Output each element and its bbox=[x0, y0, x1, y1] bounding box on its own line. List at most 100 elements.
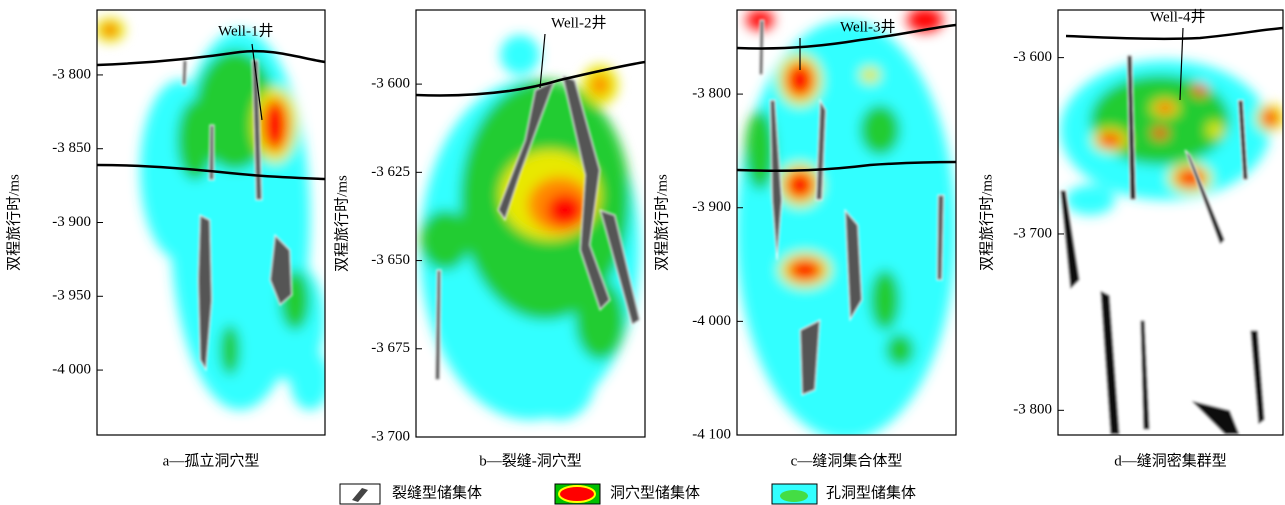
reservoir-blob bbox=[591, 75, 609, 95]
legend-label: 洞穴型储集体 bbox=[610, 484, 700, 501]
y-axis-label: 双程旅行时/ms bbox=[978, 174, 995, 271]
reservoir-blob bbox=[786, 63, 814, 97]
well-line bbox=[251, 43, 263, 121]
section-image bbox=[1058, 10, 1283, 435]
fracture bbox=[599, 209, 641, 326]
well-label: Well-2井 bbox=[551, 14, 606, 31]
fractures bbox=[758, 19, 945, 396]
reservoir-blob bbox=[907, 10, 943, 32]
reservoir-blob bbox=[1065, 185, 1115, 215]
reservoir-blobs bbox=[97, 18, 325, 410]
reservoir-blobs bbox=[1060, 60, 1283, 215]
panel-caption: b—裂缝-洞穴型 bbox=[479, 452, 582, 469]
panel: -3 800 -3 850 -3 900 -3 950 -4 000 Well-1井双程旅… bbox=[5, 9, 326, 469]
y-axis-label: 双程旅行时/ms bbox=[5, 174, 22, 271]
well-line bbox=[539, 33, 546, 89]
fracture bbox=[1099, 289, 1121, 435]
fracture bbox=[1126, 54, 1137, 201]
horizon-line bbox=[737, 160, 956, 173]
y-tick-label: -4 000 bbox=[692, 313, 731, 329]
legend-swatch-fill bbox=[780, 490, 808, 502]
reservoir-blob bbox=[525, 340, 595, 420]
well-line bbox=[1179, 27, 1184, 101]
section-image bbox=[97, 10, 325, 435]
horizon-line bbox=[416, 60, 645, 97]
y-axis-label: 双程旅行时/ms bbox=[333, 175, 350, 272]
fracture bbox=[1184, 149, 1226, 246]
reservoir-blob bbox=[870, 270, 900, 330]
fracture bbox=[1237, 99, 1249, 181]
fractures bbox=[1059, 54, 1266, 435]
reservoir-blob bbox=[1262, 109, 1278, 127]
fracture bbox=[497, 78, 556, 222]
legend-swatch-fill bbox=[352, 488, 368, 502]
reservoir-blob bbox=[500, 35, 540, 75]
horizon-line bbox=[737, 23, 956, 50]
reservoir-blob bbox=[1152, 127, 1168, 139]
panel-border bbox=[415, 9, 646, 438]
reservoir-blob bbox=[103, 24, 117, 36]
reservoir-blob bbox=[860, 67, 880, 83]
fracture bbox=[769, 99, 783, 261]
reservoir-blob bbox=[290, 350, 325, 410]
fracture bbox=[269, 233, 293, 306]
horizon-line bbox=[97, 163, 325, 181]
reservoir-blob bbox=[177, 100, 213, 180]
reservoir-blob bbox=[575, 280, 625, 360]
y-tick-label: -3 600 bbox=[1013, 49, 1052, 65]
panel: -3 600 -3 625 -3 650 -3 675 -3 700 Well-2井双程旅… bbox=[333, 9, 646, 469]
reservoir-blob bbox=[786, 171, 814, 199]
y-tick-label: -3 700 bbox=[371, 428, 410, 444]
well-label: Well-3井 bbox=[840, 18, 895, 35]
fracture bbox=[197, 214, 213, 372]
reservoir-blob bbox=[788, 259, 822, 281]
fracture bbox=[1249, 329, 1266, 426]
legend-swatch-fill bbox=[558, 485, 596, 503]
legend-label: 裂缝型储集体 bbox=[392, 484, 482, 501]
y-tick-label: -3 800 bbox=[52, 66, 91, 82]
fracture bbox=[844, 208, 863, 322]
horizon-line bbox=[1065, 26, 1283, 41]
well-label: Well-4井 bbox=[1150, 8, 1205, 25]
reservoir-blob bbox=[1192, 84, 1208, 96]
y-tick-label: -4 000 bbox=[52, 362, 91, 378]
legend: 裂缝型储集体 洞穴型储集体 孔洞型储集体 bbox=[339, 483, 916, 505]
fracture bbox=[1139, 319, 1151, 431]
well-label: Well-1井 bbox=[218, 22, 273, 39]
reservoir-blob bbox=[220, 325, 240, 375]
horizon-line bbox=[97, 49, 325, 67]
fractures bbox=[181, 59, 293, 372]
fracture bbox=[1188, 399, 1241, 435]
fracture bbox=[208, 124, 215, 181]
fracture bbox=[434, 269, 442, 381]
y-tick-label: -3 800 bbox=[1013, 402, 1052, 418]
y-tick-label: -3 675 bbox=[371, 340, 410, 356]
y-tick-label: -3 950 bbox=[52, 288, 91, 304]
panel-caption: a—孤立洞穴型 bbox=[163, 452, 260, 469]
y-tick-label: -3 700 bbox=[1013, 225, 1052, 241]
y-tick-label: -4 100 bbox=[692, 426, 731, 442]
panel-border bbox=[1057, 9, 1284, 436]
fracture bbox=[815, 98, 827, 201]
y-tick-label: -3 600 bbox=[371, 76, 410, 92]
y-tick-label: -3 650 bbox=[371, 252, 410, 268]
fracture bbox=[561, 74, 611, 311]
reservoir-blob bbox=[1207, 122, 1223, 138]
fracture bbox=[1059, 189, 1081, 292]
fracture bbox=[799, 319, 821, 396]
y-tick-label: -3 850 bbox=[52, 140, 91, 156]
fracture bbox=[936, 194, 945, 281]
y-tick-label: -3 625 bbox=[371, 164, 410, 180]
y-axis-label: 双程旅行时/ms bbox=[653, 174, 670, 271]
fracture bbox=[181, 59, 188, 86]
panel-caption: d—缝洞密集群型 bbox=[1114, 452, 1227, 469]
y-tick-label: -3 900 bbox=[52, 214, 91, 230]
panel-caption: c—缝洞集合体型 bbox=[791, 452, 903, 469]
reservoir-blob bbox=[547, 194, 583, 226]
reservoir-blob bbox=[262, 99, 288, 151]
section-image bbox=[416, 10, 645, 437]
legend-label: 孔洞型储集体 bbox=[826, 484, 916, 501]
